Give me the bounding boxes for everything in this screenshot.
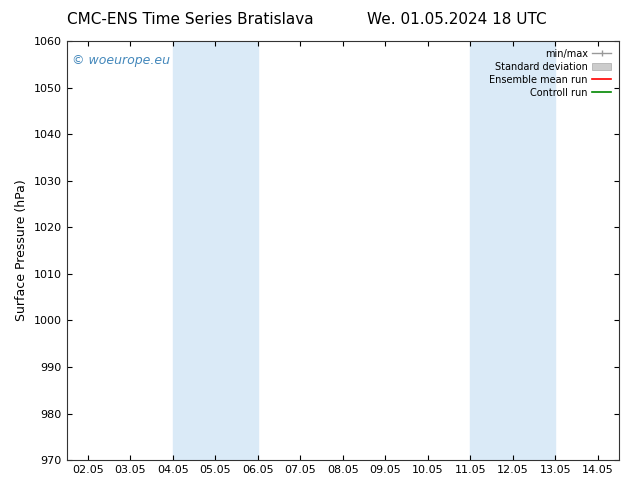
Bar (513, 41, 555, 460)
Text: We. 01.05.2024 18 UTC: We. 01.05.2024 18 UTC (366, 12, 547, 27)
Bar (470, 41, 513, 460)
Legend: min/max, Standard deviation, Ensemble mean run, Controll run: min/max, Standard deviation, Ensemble me… (486, 46, 614, 100)
Text: CMC-ENS Time Series Bratislava: CMC-ENS Time Series Bratislava (67, 12, 313, 27)
Bar (173, 41, 216, 460)
Text: © woeurope.eu: © woeurope.eu (72, 53, 170, 67)
Y-axis label: Surface Pressure (hPa): Surface Pressure (hPa) (15, 180, 28, 321)
Bar (216, 41, 258, 460)
